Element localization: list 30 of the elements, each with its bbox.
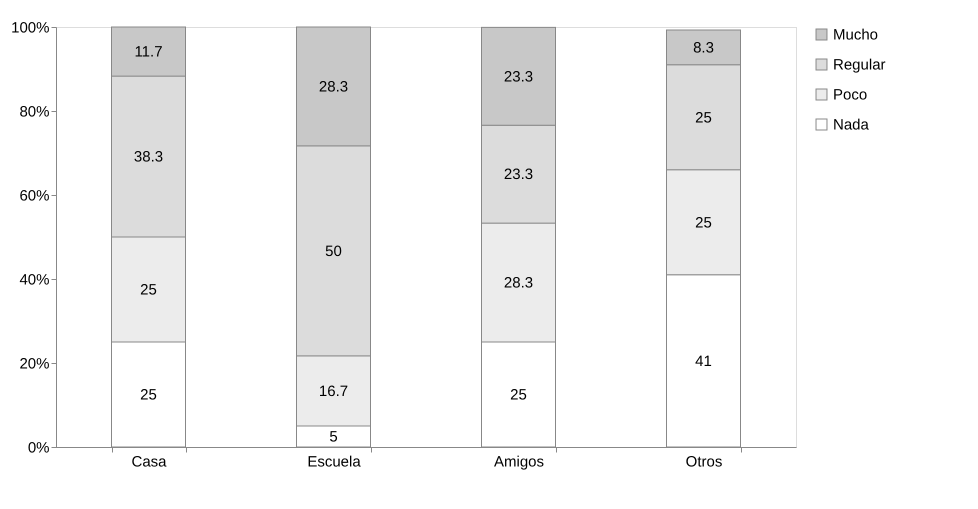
legend-label: Poco: [833, 86, 868, 104]
data-label: 11.7: [134, 44, 163, 61]
data-label: 38.3: [134, 148, 164, 166]
y-tick-label: 20%: [19, 356, 50, 372]
data-label: 41: [695, 352, 712, 370]
y-tick-label: 100%: [11, 20, 50, 36]
data-label: 25: [140, 386, 157, 404]
y-tick-label: 0%: [28, 440, 50, 456]
data-label: 23.3: [504, 68, 534, 86]
data-label: 23.3: [504, 166, 534, 184]
data-label: 5: [329, 428, 338, 446]
data-label: 25: [140, 282, 157, 298]
data-label: 28.3: [504, 274, 534, 292]
data-label: 16.7: [318, 382, 348, 400]
x-tick-label: Escuela: [307, 454, 362, 470]
y-tick-label: 40%: [19, 272, 50, 288]
data-label: 25: [695, 109, 712, 126]
y-tick-label: 80%: [19, 104, 50, 120]
data-label: 25: [510, 386, 527, 404]
data-label: 8.3: [693, 39, 714, 56]
x-tick-label: Amigos: [494, 454, 544, 470]
x-tick-label: Casa: [131, 454, 168, 470]
x-tick-label: Otros: [686, 454, 722, 470]
y-tick-label: 60%: [19, 188, 50, 204]
legend-label: Mucho: [833, 26, 878, 44]
data-label: 50: [325, 242, 342, 260]
legend-label: Regular: [833, 56, 886, 74]
data-label: 28.3: [318, 78, 348, 96]
legend-label: Nada: [833, 116, 870, 134]
data-label: 25: [695, 214, 712, 232]
